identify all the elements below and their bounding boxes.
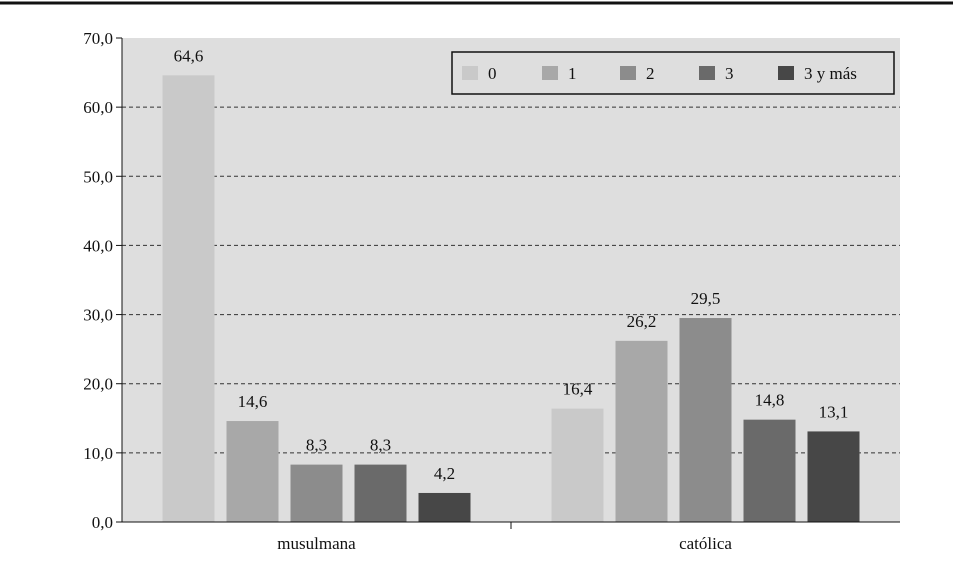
data-label: 13,1: [819, 402, 849, 421]
x-category-label: musulmana: [277, 534, 356, 553]
data-label: 16,4: [563, 380, 593, 399]
data-label: 4,2: [434, 464, 455, 483]
y-tick-label: 40,0: [83, 236, 113, 255]
legend-label: 3: [725, 64, 734, 83]
y-axis-ticks: 0,0 10,0 20,0 30,0 40,0 50,0 60,0 70,0: [83, 29, 122, 532]
legend-swatch: [462, 66, 478, 80]
bar: [290, 464, 343, 522]
data-label: 8,3: [370, 436, 391, 455]
bar: [418, 492, 471, 522]
bar: [615, 340, 668, 522]
y-tick-label: 60,0: [83, 98, 113, 117]
legend-box: [451, 51, 895, 95]
y-tick-label: 50,0: [83, 167, 113, 186]
legend-swatch: [699, 66, 715, 80]
legend-label: 2: [646, 64, 655, 83]
bars: [162, 75, 860, 522]
legend-swatch: [542, 66, 558, 80]
data-label: 26,2: [627, 312, 657, 331]
y-tick-label: 0,0: [92, 513, 113, 532]
legend-label: 3 y más: [804, 64, 857, 83]
bar: [354, 464, 407, 522]
legend-swatch: [778, 66, 794, 80]
y-tick-label: 70,0: [83, 29, 113, 48]
legend: 0 1 2 3 3 y más: [451, 51, 895, 95]
x-axis-labels: musulmana católica: [277, 534, 732, 553]
bar: [226, 421, 279, 522]
bar: [679, 318, 732, 522]
data-label: 14,8: [755, 391, 785, 410]
data-label: 29,5: [691, 289, 721, 308]
x-category-label: católica: [679, 534, 732, 553]
data-label: 8,3: [306, 436, 327, 455]
legend-swatch: [620, 66, 636, 80]
bar: [743, 419, 796, 522]
y-tick-label: 10,0: [83, 444, 113, 463]
y-tick-label: 30,0: [83, 306, 113, 325]
y-tick-label: 20,0: [83, 375, 113, 394]
data-labels: 64,6 14,6 8,3 8,3 4,2 16,4 26,2 29,5 14,8 13,1: [174, 46, 849, 483]
axes: [121, 38, 900, 529]
bar: [551, 408, 604, 522]
legend-label: 1: [568, 64, 577, 83]
bar: [807, 431, 860, 522]
data-label: 14,6: [238, 392, 268, 411]
legend-label: 0: [488, 64, 497, 83]
data-label: 64,6: [174, 46, 204, 65]
bar: [162, 75, 215, 522]
